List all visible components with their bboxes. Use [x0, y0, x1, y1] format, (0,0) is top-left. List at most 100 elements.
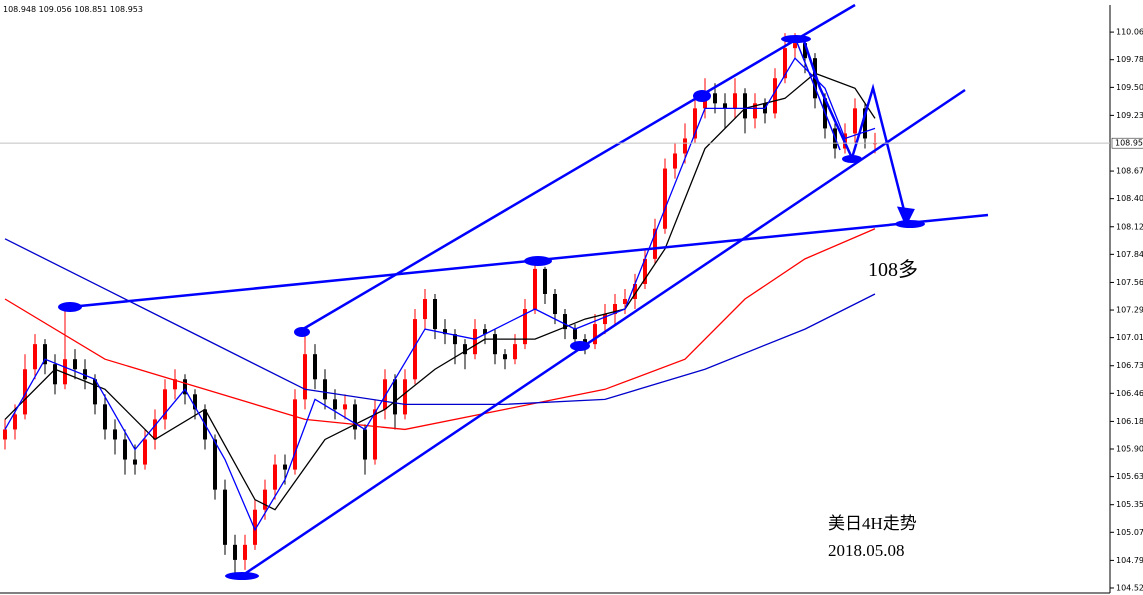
- candle-body: [753, 103, 757, 119]
- candle-body: [13, 414, 17, 430]
- candle-body: [183, 379, 187, 395]
- candle-body: [553, 293, 557, 315]
- y-tick-label: 104.795: [1116, 556, 1143, 565]
- candle-body: [623, 299, 627, 305]
- candle-body: [793, 43, 797, 49]
- ohlc-header: 108.948 109.056 108.851 108.953: [3, 5, 143, 14]
- candle-body: [323, 379, 327, 400]
- arrow-head: [896, 206, 915, 227]
- candle-body: [513, 344, 517, 360]
- marker: [842, 155, 862, 163]
- candle-body: [413, 319, 417, 380]
- marker: [570, 341, 590, 351]
- moving-average: [4, 238, 876, 406]
- candle-body: [423, 299, 427, 320]
- candle-body: [33, 344, 37, 370]
- y-tick-label: 105.630: [1116, 472, 1143, 481]
- candle-body: [373, 409, 377, 460]
- y-tick-label: 108.120: [1116, 222, 1143, 231]
- candle-body: [683, 138, 687, 154]
- candle-body: [483, 329, 487, 335]
- candle-body: [273, 464, 277, 490]
- candle-body: [133, 459, 137, 465]
- path-line: [795, 39, 841, 151]
- candle-body: [253, 509, 257, 545]
- candle-body: [213, 439, 217, 490]
- candle-body: [73, 359, 77, 370]
- y-tick-label: 107.565: [1116, 278, 1143, 287]
- y-tick-label: 108.400: [1116, 194, 1143, 203]
- candle-body: [173, 379, 177, 390]
- annotation: 108多: [868, 258, 918, 281]
- candle-body: [43, 344, 47, 365]
- candle-body: [103, 404, 107, 430]
- candle-body: [573, 329, 577, 340]
- candle-body: [773, 78, 777, 114]
- candle-body: [863, 108, 867, 139]
- candle-body: [23, 369, 27, 415]
- candle-body: [393, 379, 397, 415]
- candle-body: [673, 153, 677, 169]
- candle-body: [613, 304, 617, 315]
- candle-body: [453, 334, 457, 345]
- candle-body: [523, 309, 527, 345]
- marker: [294, 327, 310, 337]
- candle-body: [363, 429, 367, 460]
- y-tick-label: 107.015: [1116, 333, 1143, 342]
- candle-body: [383, 379, 387, 410]
- candle-body: [83, 369, 87, 380]
- candle-body: [563, 314, 567, 330]
- candle-body: [313, 354, 317, 380]
- candle-body: [693, 108, 697, 139]
- candle-body: [633, 283, 637, 299]
- y-tick-label: 106.460: [1116, 389, 1143, 398]
- marker: [524, 256, 552, 266]
- marker: [693, 90, 711, 102]
- y-tick-label: 107.845: [1116, 250, 1143, 259]
- candle-body: [503, 354, 507, 360]
- candle-body: [63, 359, 67, 385]
- candle-body: [93, 379, 97, 405]
- candle-body: [803, 43, 807, 59]
- channel-upper: [297, 3, 856, 334]
- candle-body: [603, 314, 607, 325]
- marker: [225, 572, 259, 580]
- candle-body: [853, 108, 857, 134]
- moving-average: [4, 57, 876, 532]
- drawings: [69, 3, 989, 579]
- candle-body: [153, 419, 157, 440]
- y-tick-label: 105.905: [1116, 445, 1143, 454]
- candle-body: [243, 544, 247, 560]
- candle-body: [473, 329, 477, 355]
- candle-body: [283, 464, 287, 470]
- y-tick-label: 106.180: [1116, 417, 1143, 426]
- marker: [58, 302, 82, 312]
- candle-body: [3, 429, 7, 440]
- y-tick-label: 109.785: [1116, 55, 1143, 64]
- price-tag-label: 108.953: [1115, 139, 1143, 148]
- y-tick-label: 107.290: [1116, 306, 1143, 315]
- annotation: 2018.05.08: [828, 541, 905, 560]
- candle-body: [653, 228, 657, 259]
- candle-body: [143, 439, 147, 465]
- candle-body: [263, 489, 267, 510]
- candle-body: [783, 48, 787, 79]
- candle-body: [433, 299, 437, 330]
- candle-body: [233, 544, 237, 560]
- y-tick-label: 105.350: [1116, 500, 1143, 509]
- candle-body: [743, 93, 747, 119]
- candle-body: [643, 258, 647, 284]
- marker: [781, 35, 811, 43]
- candle-body: [303, 354, 307, 400]
- y-tick-label: 104.520: [1116, 583, 1143, 592]
- candle-body: [583, 339, 587, 345]
- candle-body: [723, 103, 727, 109]
- annotation: 美日4H走势: [828, 514, 917, 533]
- markers: [58, 35, 925, 580]
- channel-lower: [239, 88, 966, 579]
- candle-body: [343, 404, 347, 410]
- candle-body: [53, 364, 57, 385]
- marker: [895, 220, 925, 228]
- candle-body: [193, 394, 197, 410]
- candle-body: [333, 399, 337, 410]
